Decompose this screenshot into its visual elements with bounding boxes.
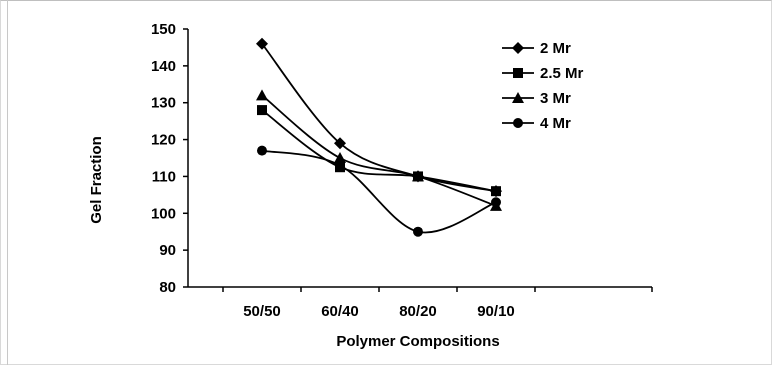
data-point (412, 170, 424, 182)
series-line (261, 149, 497, 234)
series-line (261, 109, 497, 193)
legend: 2 Mr 2.5 Mr 3 Mr 4 Mr (502, 40, 584, 132)
x-tick-label: 80/20 (399, 303, 437, 320)
axes: 80 90 100 110 120 130 140 150 50/50 60/40 80/20 90… (151, 21, 653, 320)
y-tick-label: 90 (159, 242, 176, 259)
x-ticks: 50/50 60/40 80/20 90/10 (222, 287, 653, 320)
y-axis-title: Gel Fraction (88, 136, 105, 224)
data-point (256, 37, 268, 50)
data-point (413, 226, 423, 237)
data-point (257, 145, 267, 156)
y-tick-label: 110 (152, 168, 176, 185)
legend-label: 2.5 Mr (540, 65, 584, 82)
series-group (256, 37, 502, 237)
y-tick-label: 80 (159, 279, 176, 296)
y-tick-label: 100 (151, 205, 176, 222)
legend-label: 3 Mr (540, 90, 571, 107)
legend-label: 4 Mr (540, 115, 571, 132)
legend-marker (512, 92, 524, 103)
data-point (491, 186, 501, 197)
y-tick-label: 140 (151, 58, 176, 75)
y-tick-label: 130 (151, 95, 176, 112)
data-point (257, 105, 267, 116)
data-point (256, 89, 268, 101)
data-point (334, 152, 346, 163)
data-point (491, 197, 501, 208)
legend-item: 2 Mr (502, 40, 571, 57)
legend-item: 4 Mr (502, 115, 571, 132)
x-tick-label: 90/10 (477, 303, 515, 320)
x-tick-label: 60/40 (321, 303, 359, 320)
series-2-5-mr (257, 105, 501, 197)
series-line (261, 94, 497, 207)
x-axis-title: Polymer Compositions (336, 333, 499, 350)
y-tick-label: 150 (151, 21, 176, 38)
y-tick-label: 120 (151, 132, 176, 149)
series-2-mr (256, 37, 502, 198)
series-line (261, 43, 497, 193)
y-ticks: 80 90 100 110 120 130 140 150 (151, 21, 188, 296)
x-tick-label: 50/50 (243, 303, 281, 320)
legend-marker (512, 42, 524, 54)
legend-item: 2.5 Mr (502, 65, 584, 82)
series-4-mr (257, 145, 501, 237)
legend-item: 3 Mr (502, 90, 571, 107)
legend-marker (513, 68, 523, 78)
legend-marker (513, 118, 523, 128)
frame-divider (7, 0, 8, 365)
series-3-mr (256, 89, 502, 211)
legend-label: 2 Mr (540, 40, 571, 57)
data-point (335, 160, 345, 171)
data-point (334, 137, 346, 150)
